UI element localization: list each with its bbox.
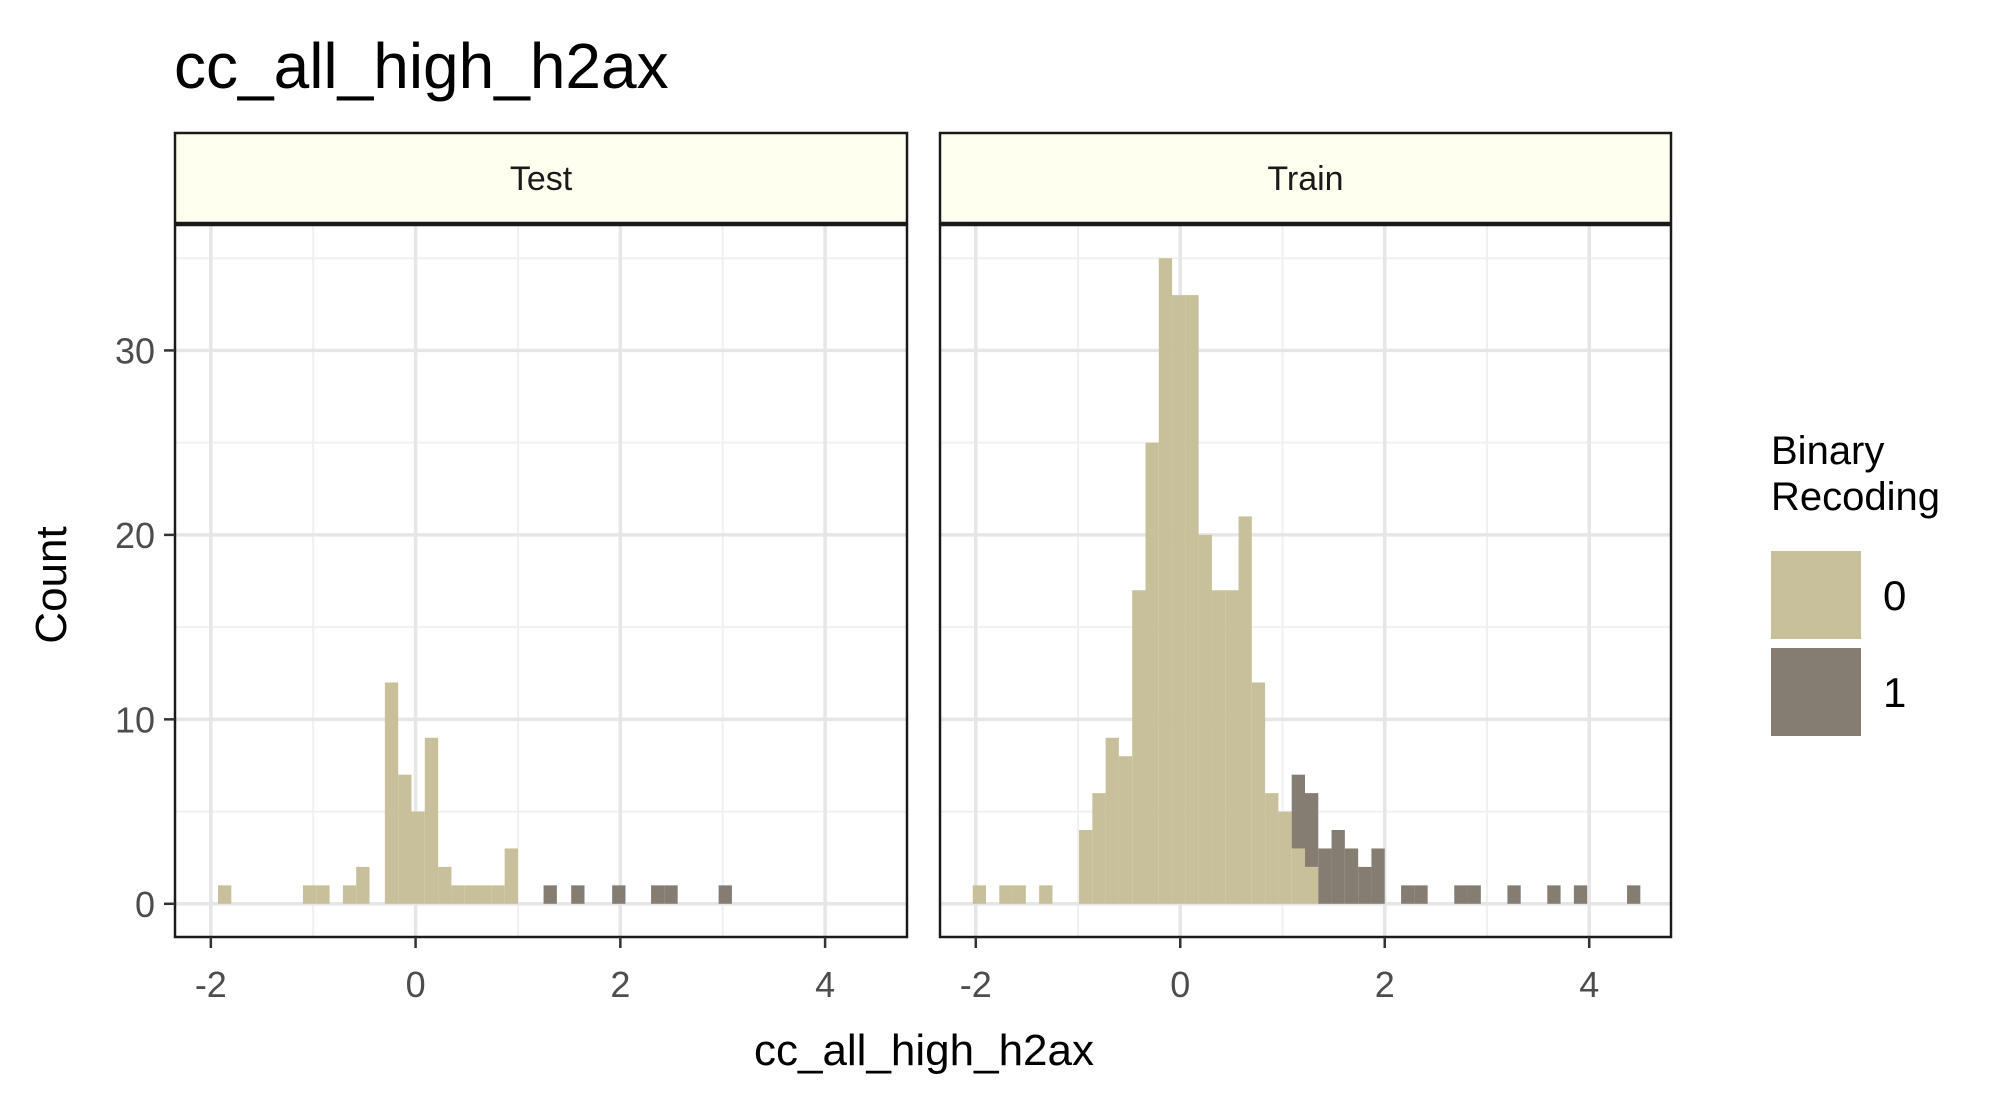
legend-key-0 [1771,551,1861,639]
histogram-bar-series-1 [1454,885,1468,904]
y-axis-tick-label: 20 [115,515,155,556]
histogram-bar-series-0 [972,885,987,904]
histogram-bar-series-1 [1627,885,1641,904]
histogram-bar-series-0 [1304,866,1319,904]
legend-title-line: Recoding [1771,475,1940,519]
histogram-bar-series-1 [1467,885,1481,904]
histogram-bar-series-0 [1105,737,1119,904]
panel-border [173,223,909,939]
histogram-bar-series-0 [1198,534,1212,904]
histogram-bar-series-1 [1414,885,1428,904]
x-axis-tick-label: -2 [195,964,227,1005]
histogram-bar-series-1 [651,885,665,904]
legend-title-line: Binary [1771,429,1884,473]
histogram-bar-series-0 [1185,295,1199,904]
x-axis-tick-label: -2 [960,964,992,1005]
histogram-bar-series-0 [438,866,452,904]
y-axis-tick-label: 0 [135,884,155,925]
histogram-bar-series-0 [1079,830,1093,904]
histogram-bar-series-1 [1318,848,1332,904]
legend-key-1 [1771,648,1861,736]
legend-title: Binary Recoding [1771,429,1940,519]
facet-panel-test: Test -2 0 2 4 0 10 20 30 [115,131,909,1005]
histogram-bar-series-0 [504,848,518,904]
histogram-bar-series-1 [1547,885,1561,904]
histogram-bar-series-1 [571,885,585,904]
histogram-bar-series-0 [1118,756,1133,904]
histogram-bar-series-1 [1344,848,1359,904]
y-axis-title: Count [27,526,76,643]
facet-panels: Test -2 0 2 4 0 10 20 30 Train -2 0 2 4 [115,131,1673,1005]
facet-strip-background [938,131,1673,225]
histogram-bar-series-0 [356,866,370,904]
histogram-bar-series-0 [316,885,330,904]
histogram-bar-series-1 [1573,885,1588,904]
facet-strip-label: Test [510,160,573,198]
x-axis-tick-label: 4 [1579,964,1599,1005]
histogram-bar-series-0 [398,774,412,904]
x-axis-tick-label: 0 [1170,964,1190,1005]
histogram-bar-series-0 [1238,516,1252,904]
histogram-bar-series-0 [464,885,479,904]
histogram-bar-series-0 [1158,258,1173,904]
facet-strip-background [173,131,909,225]
facet-panel-train: Train -2 0 2 4 [938,131,1673,1005]
histogram-bar-series-0 [1132,590,1146,904]
histogram-bar-series-1 [718,885,732,904]
histogram-bar-series-0 [424,737,439,904]
histogram-bar-series-0 [384,682,399,904]
histogram-bar-series-1 [1507,885,1521,904]
y-axis-tick-label: 10 [115,699,155,740]
histogram-bar-series-0 [1265,793,1279,904]
histogram-bar-series-1 [1304,793,1319,867]
histogram-bar-series-0 [1251,682,1266,904]
histogram-bar-series-0 [1145,442,1159,904]
x-axis-tick-label: 0 [406,964,426,1005]
x-axis-title: cc_all_high_h2ax [754,1026,1094,1075]
legend-label-0: 0 [1883,572,1906,619]
histogram-bar-series-0 [491,885,505,904]
x-axis-tick-label: 4 [815,964,835,1005]
histogram-bar-series-0 [1211,590,1226,904]
histogram-bar-series-1 [664,885,678,904]
histogram-bar-series-0 [451,885,465,904]
histogram-bar-series-1 [1291,774,1305,849]
histogram-bar-series-0 [1092,793,1106,904]
histogram-bar-series-0 [1225,590,1239,904]
legend-label-1: 1 [1883,669,1906,716]
facet-strip-label: Train [1267,160,1343,198]
histogram-bar-series-0 [478,885,492,904]
chart-title: cc_all_high_h2ax [174,30,669,102]
panel-border [938,223,1673,939]
histogram-bar-series-1 [612,885,626,904]
histogram-bar-series-0 [217,885,232,904]
x-axis-tick-label: 2 [610,964,630,1005]
y-axis-tick-label: 30 [115,330,155,371]
histogram-bar-series-1 [1358,866,1372,904]
histogram-bar-series-1 [543,885,557,904]
histogram-bar-series-0 [1291,848,1305,904]
histogram-bar-series-0 [1012,885,1026,904]
histogram-bar-series-1 [1371,848,1385,904]
histogram-bar-series-0 [1039,885,1053,904]
x-axis-tick-label: 2 [1375,964,1395,1005]
histogram-bar-series-1 [1401,885,1415,904]
histogram-bar-series-0 [342,885,357,904]
legend: Binary Recoding 0 1 [1771,429,1940,736]
histogram-bar-series-0 [1278,811,1292,904]
histogram-bar-series-1 [1331,830,1345,904]
histogram-bar-series-0 [999,885,1013,904]
histogram-bar-series-0 [411,811,425,904]
panel-background [175,225,907,937]
histogram-bar-series-0 [1172,295,1186,904]
histogram-bar-series-0 [302,885,317,904]
